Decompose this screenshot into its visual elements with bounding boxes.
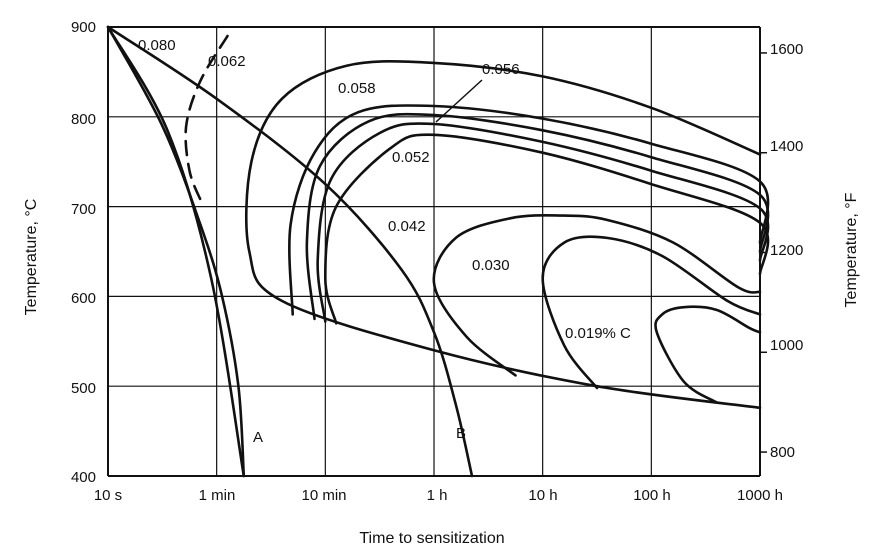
y-right-tick-1400: 1400 bbox=[770, 138, 803, 155]
curve-0-030 bbox=[541, 235, 762, 390]
curve-0-019-c bbox=[654, 305, 762, 404]
x-tick-10min: 10 min bbox=[301, 487, 346, 504]
grid bbox=[107, 26, 767, 477]
curve-a bbox=[106, 25, 246, 478]
curve-0-052 bbox=[323, 133, 770, 325]
y-left-tick-400: 400 bbox=[71, 469, 96, 486]
x-tick-1000h: 1000 h bbox=[737, 487, 783, 504]
label-0-080: 0.080 bbox=[138, 37, 176, 54]
label-a: A bbox=[253, 429, 263, 446]
label-0-052: 0.052 bbox=[392, 149, 430, 166]
curve-0-042 bbox=[432, 214, 762, 377]
curve-0-056 bbox=[288, 104, 770, 316]
y-right-tick-800: 800 bbox=[770, 444, 795, 461]
y-right-tick-1200: 1200 bbox=[770, 242, 803, 259]
label-0-030: 0.030 bbox=[472, 257, 510, 274]
curve-0-080 bbox=[106, 25, 246, 478]
label-0-058: 0.058 bbox=[338, 80, 376, 97]
y-left-tick-700: 700 bbox=[71, 201, 96, 218]
y-left-tick-500: 500 bbox=[71, 380, 96, 397]
y-right-tick-1600: 1600 bbox=[770, 41, 803, 58]
curve-0-062 bbox=[184, 34, 229, 204]
label-b: B bbox=[456, 425, 466, 442]
y-left-axis-title: Temperature, °C bbox=[23, 199, 40, 316]
curve-unlabeled-4 bbox=[305, 112, 770, 321]
curve-unlabeled-5 bbox=[316, 122, 770, 323]
x-tick-1h: 1 h bbox=[427, 487, 448, 504]
x-tick-100h: 100 h bbox=[633, 487, 671, 504]
y-left-tick-800: 800 bbox=[71, 111, 96, 128]
leader-line-0-056 bbox=[435, 79, 483, 123]
curve-b bbox=[106, 25, 474, 478]
y-right-axis-title: Temperature, °F bbox=[843, 192, 860, 307]
label-0-019c: 0.019% C bbox=[565, 325, 631, 342]
x-tick-1min: 1 min bbox=[199, 487, 236, 504]
x-tick-10h: 10 h bbox=[528, 487, 557, 504]
y-right-tick-1000: 1000 bbox=[770, 337, 803, 354]
y-left-tick-600: 600 bbox=[71, 290, 96, 307]
x-axis-title: Time to sensitization bbox=[359, 530, 504, 547]
label-0-056: 0.056 bbox=[482, 61, 520, 78]
curves bbox=[106, 25, 770, 478]
label-0-062: 0.062 bbox=[208, 53, 246, 70]
y-left-tick-900: 900 bbox=[71, 19, 96, 36]
label-0-042: 0.042 bbox=[388, 218, 426, 235]
x-tick-10s: 10 s bbox=[94, 487, 122, 504]
